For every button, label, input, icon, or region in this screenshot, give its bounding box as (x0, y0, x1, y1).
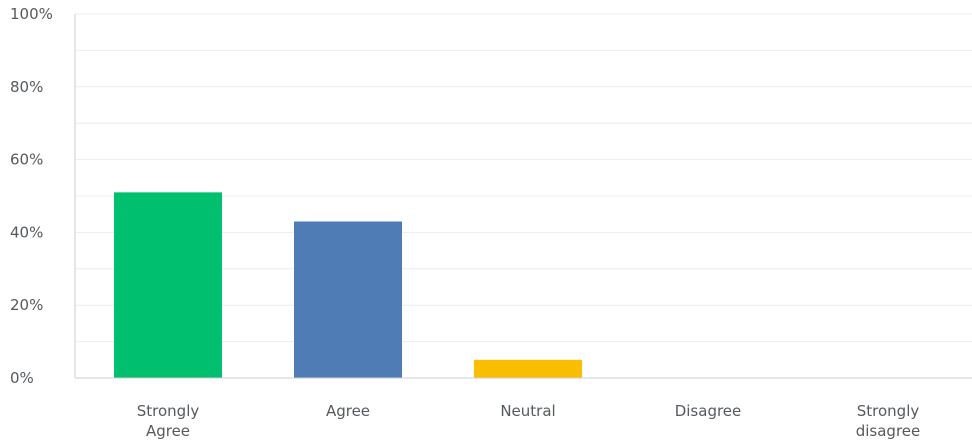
y-axis-ticks: 0% 20% 40% 60% 80% 100% (10, 5, 53, 387)
y-tick-label: 80% (10, 78, 43, 96)
y-tick-label: 0% (10, 369, 34, 387)
x-axis-labels: Strongly Agree Agree Neutral Disagree Strongl… (137, 402, 921, 440)
y-tick-label: 60% (10, 151, 43, 169)
x-tick-label: Strongly disagree (856, 402, 921, 440)
bar-neutral[interactable] (474, 359, 582, 378)
bar-strongly-agree[interactable] (114, 192, 222, 378)
gridlines (75, 13, 972, 343)
x-tick-label: Strongly Agree (137, 402, 200, 440)
bars (114, 192, 582, 378)
x-tick-label: Disagree (675, 402, 742, 420)
x-tick-label: Agree (326, 402, 370, 420)
x-tick-label: Neutral (500, 402, 555, 420)
y-tick-label: 40% (10, 223, 43, 241)
y-tick-label: 20% (10, 296, 43, 314)
bar-agree[interactable] (294, 221, 402, 378)
y-tick-label: 100% (10, 5, 53, 23)
